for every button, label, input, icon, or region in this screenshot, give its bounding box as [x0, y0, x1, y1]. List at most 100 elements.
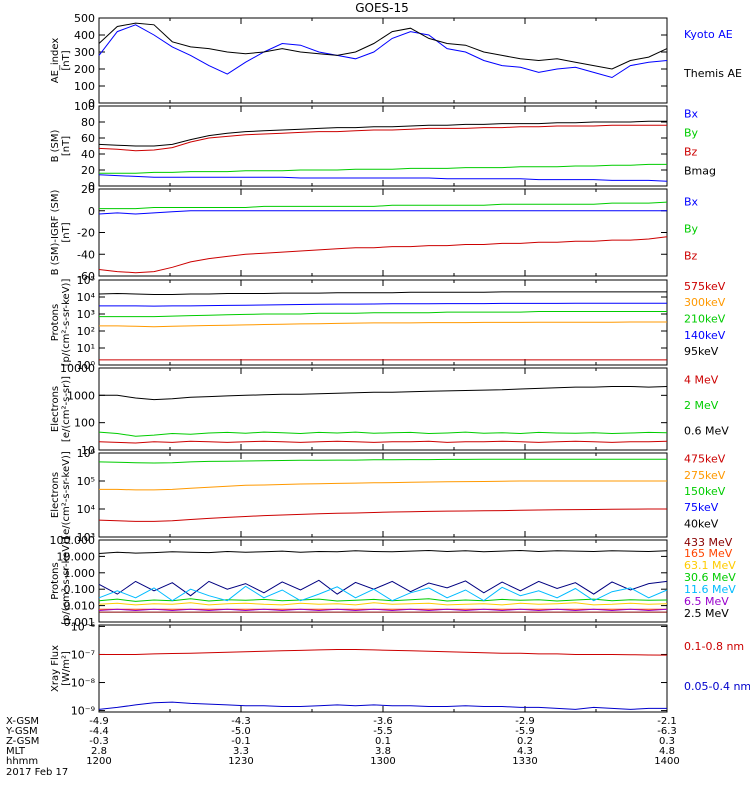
legend-entry: By — [684, 126, 699, 139]
y-tick-label: 0 — [88, 97, 95, 110]
y-axis-label-line: Xray Flux — [50, 645, 61, 692]
x-row-label: Z-GSM — [6, 736, 39, 747]
x-tick-label: 1200 — [86, 756, 111, 767]
y-axis-label-line: [p/(cm²-s-sr-keV)] — [61, 537, 72, 625]
x-tick-label: 3.3 — [233, 746, 249, 757]
y-tick-label: 10000 — [60, 362, 95, 375]
legend-entry: 140keV — [684, 329, 726, 342]
legend-entry: Bx — [684, 195, 699, 208]
y-tick-label: 20 — [81, 164, 95, 177]
legend-entry: 0.05-0.4 nm — [684, 680, 750, 693]
x-tick-label: -3.6 — [373, 716, 393, 727]
legend-entry: 6.5 MeV — [684, 595, 729, 608]
y-axis-label-line: [nT] — [61, 136, 72, 156]
series-line-4-mev — [98, 440, 668, 444]
series-line-140kev — [99, 302, 667, 307]
y-tick-label: 10.000 — [57, 550, 96, 563]
y-axis-label-line: Protons — [50, 304, 61, 341]
series-line-275kev — [99, 480, 667, 491]
y-tick-label: -40 — [77, 248, 95, 261]
series-line-210kev — [99, 311, 667, 318]
legend-entry: 275keV — [684, 469, 726, 482]
x-tick-label: -2.9 — [515, 716, 535, 727]
y-tick-label: 1000 — [67, 389, 95, 402]
y-axis-label-line: AE_index — [50, 38, 61, 84]
y-tick-label: 10⁻⁶ — [71, 620, 96, 633]
x-tick-label: 1330 — [512, 756, 537, 767]
y-tick-label: 10³ — [77, 531, 95, 544]
legend-entry: Bx — [684, 107, 699, 120]
chart-title: GOES-15 — [355, 1, 409, 15]
y-axis-label: Electrons[e/(cm²-s-sr)] — [50, 376, 72, 442]
y-tick-label: 80 — [81, 116, 95, 129]
y-tick-label: -20 — [77, 227, 95, 240]
legend-entry: 475keV — [684, 453, 726, 466]
series-line-0-1-0-8-nm — [99, 649, 668, 656]
panel-protons_low: 10⁰ 10¹ 10² 10³ 10⁴ 10⁵ Protons[p/(cm²-s-sr-ke… — [50, 274, 726, 372]
legend-entry: 30.6 MeV — [684, 571, 736, 584]
series-line-63-1-mev — [98, 602, 668, 606]
legend-entry: 150keV — [684, 485, 726, 498]
legend-entry: 300keV — [684, 296, 726, 309]
y-tick-label: 400 — [74, 29, 95, 42]
legend-entry: Themis AE — [683, 67, 742, 80]
y-tick-label: 10⁻⁸ — [71, 677, 96, 690]
legend-entry: 40keV — [684, 517, 719, 530]
legend-entry: 0.6 MeV — [684, 425, 729, 438]
y-tick-label: 60 — [81, 132, 95, 145]
series-line-0-05-0-4-nm — [98, 701, 667, 710]
legend-entry: 63.1 MeV — [684, 559, 736, 572]
x-tick-label: -4.9 — [89, 716, 109, 727]
y-tick-label: 100 — [74, 417, 95, 430]
x-row-label: X-GSM — [6, 716, 39, 727]
y-axis-label-line: [e/(cm²-s-sr-keV)] — [61, 451, 72, 539]
x-tick-label: 1230 — [228, 756, 253, 767]
y-tick-label: 0 — [88, 180, 95, 193]
y-tick-label: 10¹ — [77, 342, 95, 355]
x-tick-label: 1300 — [370, 756, 395, 767]
y-tick-label: 10⁻⁹ — [71, 705, 95, 718]
legend-entry: Bz — [684, 250, 698, 263]
x-tick-label: -5.5 — [373, 726, 393, 737]
series-line-bx — [98, 210, 667, 215]
x-tick-label: -5.0 — [231, 726, 251, 737]
x-tick-label: 4.3 — [517, 746, 533, 757]
y-tick-label: 200 — [74, 63, 95, 76]
x-row-label: Y-GSM — [5, 726, 38, 737]
y-axis-label-line: [p/(cm²-s-sr-keV)] — [61, 279, 72, 367]
legend-entry: 210keV — [684, 313, 726, 326]
y-axis-label-line: B (SM)-IGRF (SM) — [50, 190, 61, 276]
panel-frame — [98, 105, 668, 187]
legend-entry: 2 MeV — [684, 399, 719, 412]
y-tick-label: 0.010 — [64, 600, 96, 613]
series-line-30-6-mev — [98, 598, 668, 602]
y-axis-label-line: [nT] — [61, 50, 72, 70]
series-line-kyoto-ae — [98, 24, 668, 79]
y-tick-label: 10² — [77, 325, 95, 338]
y-tick-label: 10⁴ — [77, 291, 96, 304]
legend-entry: Bmag — [684, 165, 716, 178]
y-axis-label: B (SM)-IGRF (SM)[nT] — [50, 190, 72, 276]
y-tick-label: 10⁶ — [77, 447, 96, 460]
series-line-bz — [98, 236, 668, 274]
legend-entry: Bz — [684, 146, 698, 159]
x-tick-label: 0.1 — [375, 736, 391, 747]
x-tick-label: 3.8 — [375, 746, 391, 757]
series-line-bmag — [98, 120, 667, 147]
y-axis-label-line: [e/(cm²-s-sr)] — [61, 376, 72, 442]
legend-entry: 575keV — [684, 280, 726, 293]
x-tick-label: 4.8 — [659, 746, 675, 757]
x-tick-label: -0.1 — [231, 736, 251, 747]
y-tick-label: 40 — [81, 148, 95, 161]
series-line-themis-ae — [98, 22, 668, 70]
y-tick-label: -60 — [77, 270, 95, 283]
y-tick-label: 0 — [88, 205, 95, 218]
panel-protons_mev: 0.0010.0100.1001.00010.000100.000Protons… — [50, 534, 737, 629]
y-axis-label-line: Electrons — [50, 472, 61, 518]
